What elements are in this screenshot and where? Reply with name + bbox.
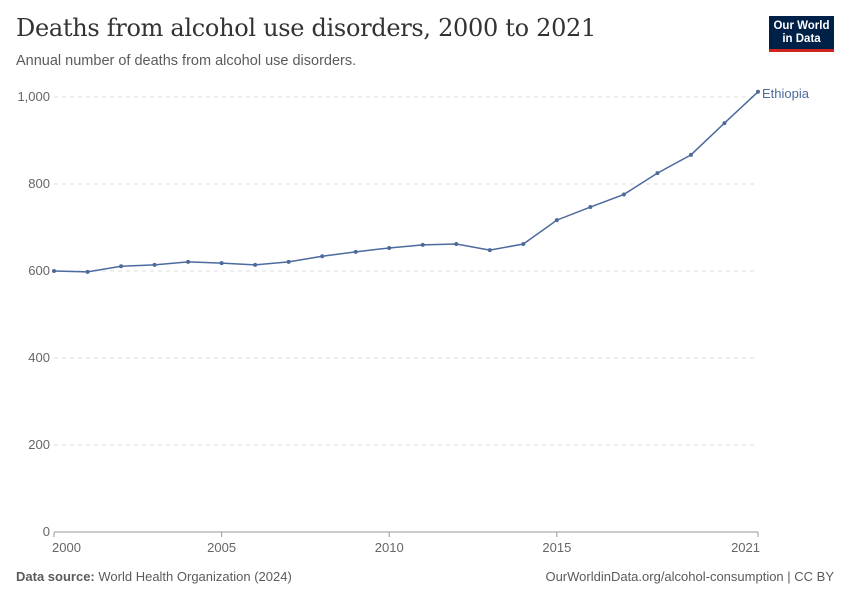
y-tick-label: 400 [28,350,50,365]
source-text[interactable]: World Health Organization (2024) [98,569,292,584]
series-line [53,91,759,273]
data-point [688,152,693,157]
x-tick-label: 2000 [52,540,81,555]
data-point [655,171,660,176]
series-label: Ethiopia [762,86,810,101]
data-point [621,192,626,197]
y-tick-label: 200 [28,437,50,452]
data-point [119,264,124,269]
data-point [286,259,291,264]
y-tick-label: 1,000 [17,89,50,104]
x-tick-label: 2010 [375,540,404,555]
data-point [253,262,258,267]
x-tick-label: 2021 [731,540,760,555]
y-tick-label: 0 [43,524,50,539]
data-point [353,249,358,254]
x-tick-label: 2015 [542,540,571,555]
data-point [320,254,325,259]
owid-logo[interactable]: Our World in Data [769,16,834,52]
data-point [186,259,191,264]
data-point [152,262,157,267]
data-point [554,218,559,223]
data-point [52,269,56,273]
data-point [219,261,224,266]
data-source: Data source: World Health Organization (… [16,569,292,584]
x-tick-label: 2005 [207,540,236,555]
data-point [85,269,90,274]
y-tick-label: 600 [28,263,50,278]
data-point [521,242,526,247]
data-point [487,248,492,253]
chart-subtitle: Annual number of deaths from alcohol use… [16,53,357,69]
url-license[interactable]: OurWorldinData.org/alcohol-consumption |… [545,569,834,584]
data-point [454,242,459,247]
data-point [722,121,727,126]
data-point [588,205,593,210]
data-point [387,245,392,250]
chart-title: Deaths from alcohol use disorders, 2000 … [16,14,596,42]
source-label: Data source: [16,569,95,584]
data-point [756,89,760,94]
data-point [420,242,425,247]
y-tick-label: 800 [28,176,50,191]
